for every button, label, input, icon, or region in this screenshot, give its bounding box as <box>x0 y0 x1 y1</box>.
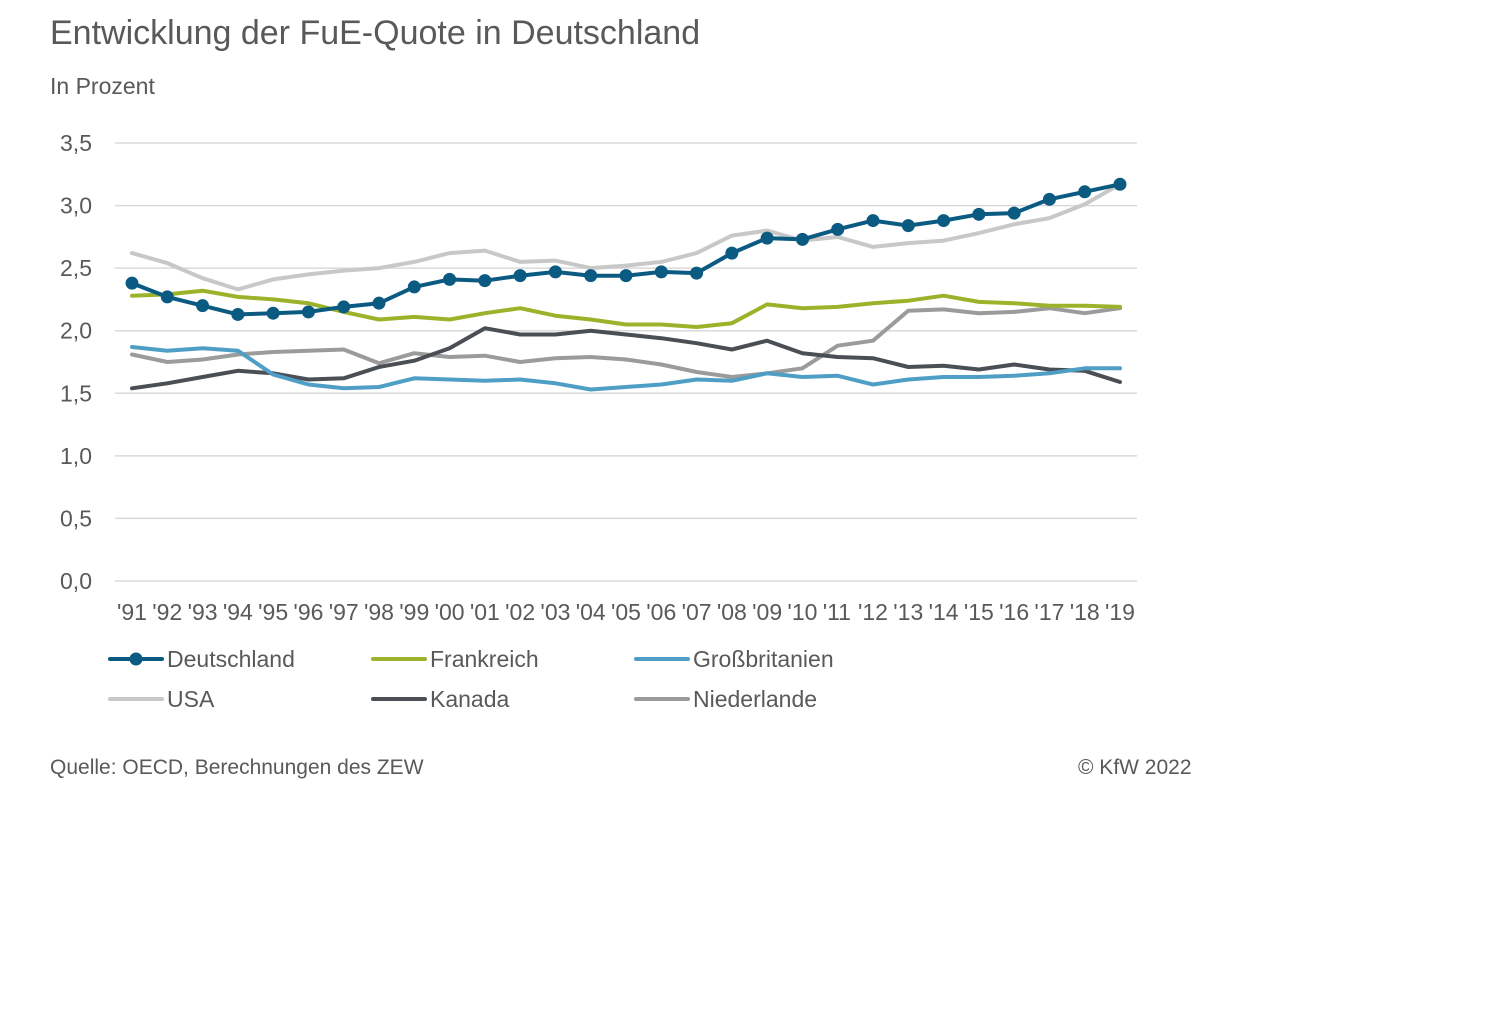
x-tick-label: '04 <box>576 599 606 625</box>
copyright-note: © KfW 2022 <box>1078 756 1192 779</box>
x-tick-label: '10 <box>787 599 817 625</box>
y-axis-tick-labels: 0,0 0,5 1,0 1,5 2,0 2,5 3,0 3,5 <box>60 130 92 594</box>
data-point <box>831 222 845 236</box>
x-tick-label: '00 <box>435 599 465 625</box>
data-point <box>266 306 280 320</box>
x-tick-label: '13 <box>893 599 923 625</box>
data-point <box>937 214 951 228</box>
data-point <box>866 214 880 228</box>
x-tick-label: '01 <box>470 599 500 625</box>
y-tick-label: 3,5 <box>60 130 92 156</box>
x-tick-label: '14 <box>929 599 959 625</box>
x-tick-label: '03 <box>540 599 570 625</box>
x-tick-label: '92 <box>152 599 182 625</box>
data-point <box>125 276 139 290</box>
x-axis-tick-labels: '91'92'93'94'95'96'97'98'99'00'01'02'03 '… <box>117 599 1135 625</box>
series-line-kanada <box>130 326 1122 391</box>
data-point <box>1113 177 1127 191</box>
x-tick-label: '15 <box>964 599 994 625</box>
data-point <box>231 307 245 321</box>
chart-title: Entwicklung der FuE-Quote in Deutschland <box>50 14 701 52</box>
data-point <box>619 269 633 283</box>
series-line-deutschland <box>130 182 1122 317</box>
x-tick-label: '94 <box>223 599 253 625</box>
legend-label: Niederlande <box>693 686 817 712</box>
series-line-niederlande <box>130 306 1122 379</box>
x-tick-label: '91 <box>117 599 147 625</box>
data-point <box>548 265 562 279</box>
legend-label: USA <box>167 686 215 712</box>
y-tick-label: 1,0 <box>60 443 92 469</box>
data-point <box>1007 206 1021 220</box>
data-point <box>301 305 315 319</box>
x-tick-label: '95 <box>258 599 288 625</box>
data-point <box>1042 192 1056 206</box>
x-tick-label: '18 <box>1070 599 1100 625</box>
x-tick-label: '97 <box>329 599 359 625</box>
x-tick-label: '19 <box>1105 599 1135 625</box>
legend-label: Kanada <box>430 686 510 712</box>
data-point <box>160 290 174 304</box>
data-point <box>795 232 809 246</box>
legend-marker <box>129 652 143 666</box>
y-tick-label: 2,0 <box>60 318 92 344</box>
data-point <box>901 219 915 233</box>
data-point <box>725 246 739 260</box>
line-chart: 0,0 0,5 1,0 1,5 2,0 2,5 3,0 3,5 '91'92'93'94'95… <box>60 130 1137 712</box>
data-point <box>1078 185 1092 199</box>
data-point <box>513 269 527 283</box>
legend-label: Frankreich <box>430 646 539 672</box>
series-line-frankreich <box>130 288 1122 329</box>
series-lines <box>125 177 1127 392</box>
x-tick-label: '93 <box>188 599 218 625</box>
x-tick-label: '12 <box>858 599 888 625</box>
y-tick-label: 0,5 <box>60 505 92 531</box>
legend-label: Großbritanien <box>693 646 834 672</box>
data-point <box>972 207 986 221</box>
data-point <box>196 299 210 313</box>
data-point <box>372 296 386 310</box>
data-point <box>690 266 704 280</box>
legend: Deutschland Frankreich Großbritanien USA Kan… <box>108 646 834 712</box>
data-point <box>584 269 598 283</box>
data-point <box>337 300 351 314</box>
data-point <box>407 280 421 294</box>
data-point <box>760 231 774 245</box>
data-point <box>654 265 668 279</box>
legend-label: Deutschland <box>167 646 295 672</box>
x-tick-label: '98 <box>364 599 394 625</box>
series-line-großbritanien <box>130 345 1122 392</box>
y-tick-label: 0,0 <box>60 568 92 594</box>
data-point <box>443 272 457 286</box>
x-tick-label: '16 <box>999 599 1029 625</box>
x-tick-label: '11 <box>823 599 851 625</box>
y-tick-label: 3,0 <box>60 193 92 219</box>
x-tick-label: '99 <box>399 599 429 625</box>
x-tick-label: '08 <box>717 599 747 625</box>
data-point <box>478 274 492 288</box>
x-tick-label: '05 <box>611 599 641 625</box>
series-line-usa <box>130 182 1122 292</box>
y-tick-label: 2,5 <box>60 255 92 281</box>
source-note: Quelle: OECD, Berechnungen des ZEW <box>50 756 424 779</box>
gridlines <box>115 142 1137 582</box>
y-tick-label: 1,5 <box>60 380 92 406</box>
x-tick-label: '96 <box>293 599 323 625</box>
x-tick-label: '02 <box>505 599 535 625</box>
x-tick-label: '06 <box>646 599 676 625</box>
chart-subtitle: In Prozent <box>50 73 155 99</box>
x-tick-label: '09 <box>752 599 782 625</box>
x-tick-label: '07 <box>682 599 712 625</box>
x-tick-label: '17 <box>1034 599 1064 625</box>
